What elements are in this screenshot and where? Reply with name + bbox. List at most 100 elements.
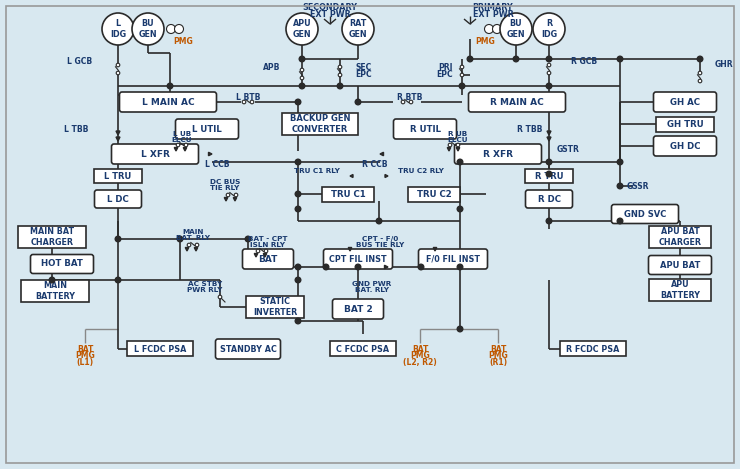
Text: EPC: EPC — [355, 69, 371, 78]
Circle shape — [697, 56, 703, 62]
Polygon shape — [547, 131, 551, 135]
Text: MAIN: MAIN — [182, 229, 204, 235]
Text: HOT BAT: HOT BAT — [41, 259, 83, 268]
Circle shape — [295, 277, 300, 283]
Circle shape — [514, 56, 519, 62]
Polygon shape — [433, 248, 437, 251]
Text: L CCB: L CCB — [205, 159, 229, 168]
Polygon shape — [385, 265, 388, 269]
Circle shape — [355, 264, 361, 270]
Circle shape — [264, 249, 268, 253]
FancyBboxPatch shape — [468, 92, 565, 112]
Circle shape — [234, 193, 238, 197]
Circle shape — [176, 143, 180, 147]
Text: C FCDC PSA: C FCDC PSA — [337, 345, 389, 354]
FancyBboxPatch shape — [112, 144, 198, 164]
Text: GH AC: GH AC — [670, 98, 700, 106]
FancyBboxPatch shape — [175, 119, 238, 139]
Text: R DC: R DC — [537, 195, 560, 204]
FancyBboxPatch shape — [243, 249, 294, 269]
Bar — [18, 226, 86, 248]
Text: BAT: BAT — [490, 345, 506, 354]
Circle shape — [342, 13, 374, 45]
Circle shape — [546, 56, 552, 62]
Text: PRI: PRI — [439, 62, 453, 71]
Polygon shape — [380, 152, 383, 156]
Text: L
IDG: L IDG — [110, 19, 126, 39]
Circle shape — [300, 68, 304, 72]
Bar — [94, 169, 142, 183]
Polygon shape — [349, 248, 351, 251]
Text: GSSR: GSSR — [627, 182, 649, 190]
Circle shape — [699, 79, 702, 83]
Text: GHR: GHR — [715, 60, 733, 68]
Circle shape — [457, 206, 462, 212]
Text: AC STBY: AC STBY — [188, 281, 222, 287]
Circle shape — [376, 218, 382, 224]
Text: PMG: PMG — [488, 351, 508, 361]
Polygon shape — [174, 147, 178, 151]
Circle shape — [457, 326, 462, 332]
Circle shape — [546, 83, 552, 89]
Circle shape — [457, 264, 462, 270]
Text: BAT. RLY: BAT. RLY — [355, 287, 389, 293]
Circle shape — [617, 56, 623, 62]
Circle shape — [300, 76, 304, 80]
Text: EXT PWR: EXT PWR — [473, 9, 514, 18]
Circle shape — [195, 243, 199, 247]
Polygon shape — [194, 248, 198, 251]
Text: R BTB: R BTB — [397, 92, 423, 101]
Circle shape — [116, 71, 120, 75]
Text: R UB: R UB — [448, 131, 468, 137]
Text: L GCB: L GCB — [67, 56, 92, 66]
Text: BAT: BAT — [258, 255, 278, 264]
Text: L BTB: L BTB — [236, 92, 260, 101]
Text: PRIMARY: PRIMARY — [473, 2, 514, 12]
Text: APU
BATTERY: APU BATTERY — [660, 280, 700, 300]
Text: RAT
GEN: RAT GEN — [349, 19, 367, 39]
Circle shape — [337, 83, 343, 89]
Circle shape — [457, 159, 462, 165]
Text: R XFR: R XFR — [483, 150, 513, 159]
Text: BAT - CPT: BAT - CPT — [248, 236, 288, 242]
Circle shape — [295, 264, 300, 270]
Text: R CCB: R CCB — [363, 159, 388, 168]
Circle shape — [299, 56, 305, 62]
Circle shape — [226, 193, 230, 197]
Text: CPT FIL INST: CPT FIL INST — [329, 255, 387, 264]
Bar — [560, 341, 626, 356]
Text: TIE RLY: TIE RLY — [210, 185, 240, 191]
Polygon shape — [185, 248, 189, 251]
Circle shape — [295, 99, 300, 105]
Text: R TRU: R TRU — [535, 172, 563, 181]
Text: TRU C1 RLY: TRU C1 RLY — [294, 168, 340, 174]
Circle shape — [456, 143, 460, 147]
Circle shape — [547, 63, 551, 67]
Text: L DC: L DC — [107, 195, 129, 204]
Circle shape — [167, 83, 173, 89]
Circle shape — [286, 13, 318, 45]
Bar — [246, 296, 304, 318]
Circle shape — [115, 236, 121, 242]
Text: BACKUP GEN
CONVERTER: BACKUP GEN CONVERTER — [290, 114, 350, 134]
Text: APU BAT
CHARGER: APU BAT CHARGER — [659, 227, 702, 247]
FancyBboxPatch shape — [454, 144, 542, 164]
Circle shape — [295, 191, 300, 197]
Circle shape — [295, 318, 300, 324]
Bar — [649, 279, 711, 301]
Circle shape — [166, 24, 175, 33]
FancyBboxPatch shape — [419, 249, 488, 269]
Text: PMG: PMG — [173, 37, 193, 45]
Text: APU BAT: APU BAT — [660, 260, 700, 270]
Polygon shape — [116, 131, 120, 135]
Circle shape — [546, 159, 552, 165]
Polygon shape — [350, 174, 353, 177]
Bar — [656, 116, 714, 131]
Text: ISLN RLY: ISLN RLY — [251, 242, 286, 248]
Text: TRU C2 RLY: TRU C2 RLY — [398, 168, 444, 174]
Bar — [525, 169, 573, 183]
Text: (L2, R2): (L2, R2) — [403, 358, 437, 368]
Text: F/0 FIL INST: F/0 FIL INST — [426, 255, 480, 264]
Text: L UTIL: L UTIL — [192, 124, 222, 134]
Text: SEC: SEC — [355, 62, 371, 71]
